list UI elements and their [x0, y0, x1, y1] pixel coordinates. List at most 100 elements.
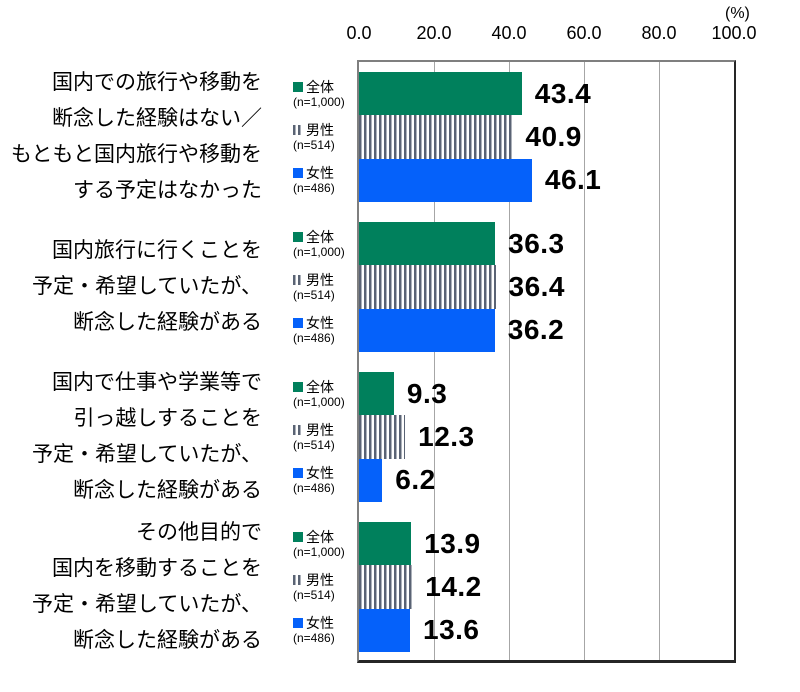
bar-value-label: 9.3	[406, 377, 448, 409]
category-label-line: 断念した経験がある	[73, 479, 262, 502]
legend-series-label: 女性	[306, 615, 334, 632]
legend-swatch-icon	[293, 381, 303, 392]
legend-swatch-icon	[293, 231, 303, 242]
legend-sample-size: (n=514)	[293, 437, 335, 452]
legend-sample-size: (n=486)	[293, 331, 335, 346]
legend-sample-size: (n=486)	[293, 631, 335, 646]
bar	[359, 265, 496, 309]
legend-entry: 全体 (n=1,000)	[293, 522, 359, 565]
legend-swatch-icon	[293, 81, 303, 92]
bar-value-label: 13.6	[423, 614, 480, 646]
legend-swatch-icon	[293, 168, 303, 179]
legend-entry: 全体 (n=1,000)	[293, 222, 359, 265]
legend-series-label: 全体	[306, 228, 334, 245]
legend-entry: 男性 (n=514)	[293, 415, 359, 458]
category-label-line: 国内で仕事や学業等で	[52, 371, 262, 394]
legend-series-label: 全体	[306, 528, 334, 545]
legend-series-label: 全体	[306, 378, 334, 395]
legend-entry: 女性 (n=486)	[293, 159, 359, 202]
bar	[359, 522, 412, 566]
legend-sample-size: (n=486)	[293, 481, 335, 496]
bar-row: 6.2	[359, 458, 800, 502]
bar-group: 国内で仕事や学業等で引っ越しすることを予定・希望していたが、断念した経験がある 全…	[0, 371, 800, 502]
gridline	[434, 62, 435, 660]
legend-sample-size: (n=486)	[293, 181, 335, 196]
category-label-line: その他目的で	[136, 521, 262, 544]
legend-column: 全体 (n=1,000) 男性 (n=514) 女性 (n=486)	[262, 522, 359, 652]
bar-value-label: 36.3	[508, 227, 565, 259]
bar-value-label: 40.9	[525, 120, 582, 152]
legend-entry: 女性 (n=486)	[293, 309, 359, 352]
legend-entry: 女性 (n=486)	[293, 609, 359, 652]
bar	[359, 308, 495, 352]
legend-column: 全体 (n=1,000) 男性 (n=514) 女性 (n=486)	[262, 372, 359, 502]
legend-series-label: 男性	[306, 421, 334, 438]
bar-value-label: 36.4	[508, 270, 565, 302]
legend-series-name: 全体	[293, 79, 359, 95]
bar-row: 46.1	[359, 158, 800, 202]
bar-row: 36.3	[359, 222, 800, 266]
legend-sample-size: (n=1,000)	[293, 544, 345, 559]
legend-series-label: 女性	[306, 315, 334, 332]
category-label-line: もともと国内旅行や移動を	[10, 143, 262, 166]
bar-row: 43.4	[359, 72, 800, 116]
axis-tick-label: 40.0	[491, 23, 527, 43]
bar-value-label: 43.4	[534, 77, 592, 109]
legend-entry: 全体 (n=1,000)	[293, 72, 359, 115]
legend-series-name: 女性	[293, 315, 359, 331]
legend-swatch-icon	[293, 468, 303, 479]
bar	[359, 372, 394, 416]
legend-series-name: 全体	[293, 529, 359, 545]
gridline	[584, 62, 585, 660]
legend-series-label: 男性	[306, 121, 334, 138]
legend-entry: 男性 (n=514)	[293, 265, 359, 308]
legend-entry: 女性 (n=486)	[293, 459, 359, 502]
legend-series-label: 女性	[306, 165, 334, 182]
bar	[359, 115, 513, 159]
legend-series-name: 女性	[293, 615, 359, 631]
percent-unit-label: (%)	[725, 5, 750, 22]
bar-value-label: 6.2	[395, 464, 436, 496]
legend-series-label: 男性	[306, 271, 334, 288]
bar-row: 13.6	[359, 608, 800, 652]
bar	[359, 415, 406, 459]
axis-tick-label: 80.0	[641, 23, 677, 43]
legend-sample-size: (n=514)	[293, 287, 335, 302]
bars-column: 43.4 40.9 46.1	[359, 72, 800, 202]
category-label-line: 引っ越しすることを	[73, 407, 262, 430]
bar-value-label: 46.1	[544, 164, 602, 196]
legend-sample-size: (n=1,000)	[293, 244, 345, 259]
category-label: 国内旅行に行くことを予定・希望していたが、断念した経験がある	[0, 222, 262, 352]
category-label-line: 国内旅行に行くことを	[52, 239, 262, 262]
legend-entry: 男性 (n=514)	[293, 565, 359, 608]
bar-value-label: 14.2	[425, 570, 482, 602]
gridline	[509, 62, 510, 660]
category-label-line: 断念した経験がある	[73, 311, 262, 334]
legend-swatch-icon	[293, 274, 303, 285]
bars-column: 9.3 12.3 6.2	[359, 372, 800, 502]
category-label-line: 予定・希望していたが、	[32, 443, 262, 466]
category-label-line: する予定はなかった	[73, 179, 262, 202]
legend-series-name: 男性	[293, 272, 359, 288]
legend-entry: 全体 (n=1,000)	[293, 372, 359, 415]
legend-swatch-icon	[293, 318, 303, 329]
bar	[359, 608, 410, 652]
bar-row: 14.2	[359, 565, 800, 609]
bars-column: 13.9 14.2 13.6	[359, 522, 800, 652]
legend-swatch-icon	[293, 124, 303, 135]
bar	[359, 158, 532, 202]
category-label-line: 予定・希望していたが、	[32, 593, 262, 616]
bar-row: 40.9	[359, 115, 800, 159]
legend-series-name: 男性	[293, 572, 359, 588]
bar	[359, 72, 522, 116]
legend-column: 全体 (n=1,000) 男性 (n=514) 女性 (n=486)	[262, 72, 359, 202]
legend-sample-size: (n=1,000)	[293, 94, 345, 109]
axis-tick-label: 100.0	[711, 23, 757, 43]
legend-series-name: 男性	[293, 122, 359, 138]
legend-sample-size: (n=514)	[293, 137, 335, 152]
axis-tick-label: 0.0	[346, 23, 372, 43]
legend-series-label: 男性	[306, 571, 334, 588]
category-label-line: 予定・希望していたが、	[32, 275, 262, 298]
legend-series-name: 全体	[293, 229, 359, 245]
